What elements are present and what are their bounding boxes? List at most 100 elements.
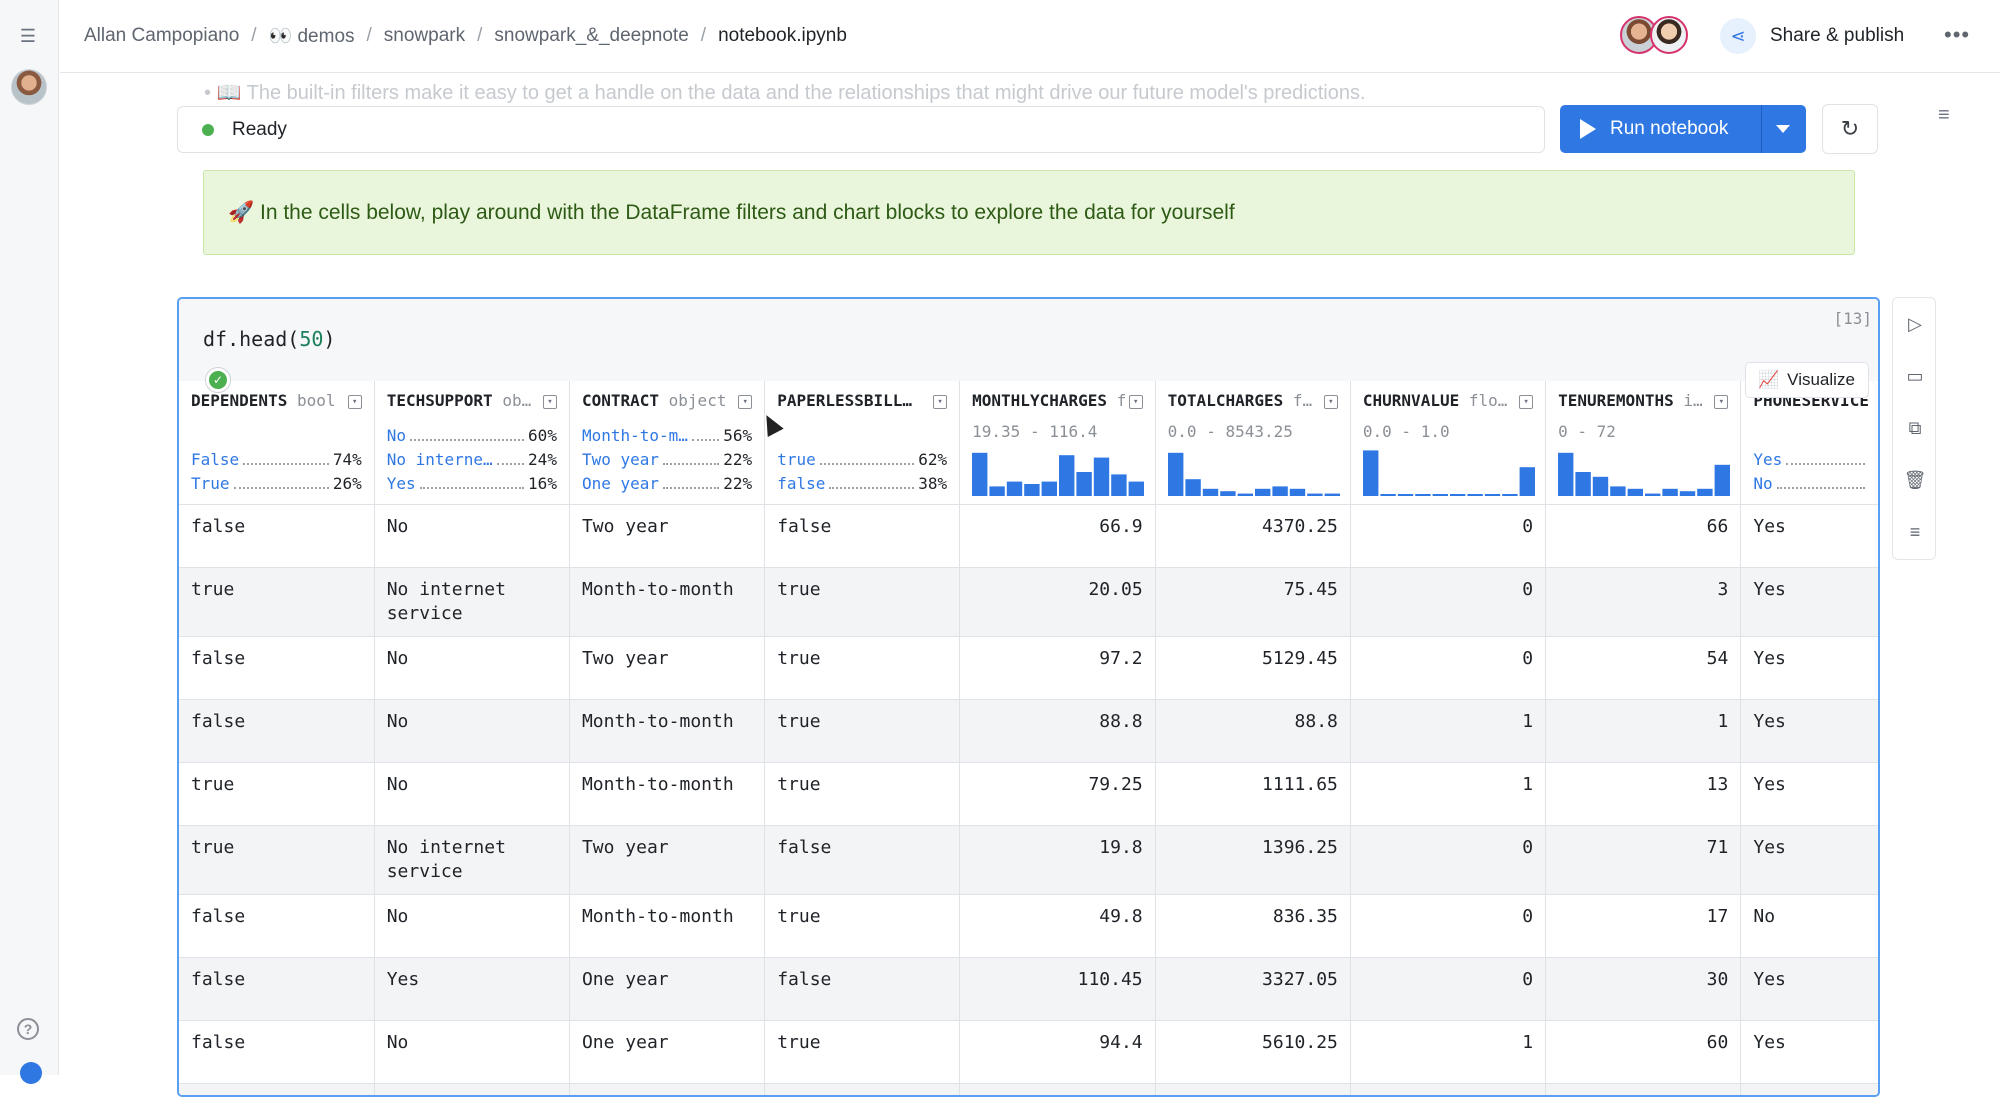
category-item[interactable]: False 74% [191,450,362,474]
table-cell[interactable]: false [179,636,375,700]
table-cell[interactable]: 66 [1545,504,1742,568]
table-cell[interactable]: 66.9 [959,504,1156,568]
table-row[interactable]: false No One year true 94.4 5610.25 1 60 Yes [179,1020,1878,1084]
table-cell[interactable] [569,1083,766,1095]
table-cell[interactable]: Month-to-month [569,762,766,826]
table-cell[interactable]: Yes [1740,762,1878,826]
table-cell[interactable]: 88.8 [959,699,1156,763]
share-publish-button[interactable]: ⋖ Share & publish [1720,16,1904,56]
histogram[interactable] [1362,446,1535,496]
table-cell[interactable]: Yes [1740,1020,1878,1084]
column-header[interactable]: TECHSUPPORT ob… ▾ No 60% No interne… 24% Yes 16… [374,381,570,505]
table-cell[interactable]: true [179,762,375,826]
table-cell[interactable]: 0 [1350,636,1547,700]
column-header[interactable]: CONTRACT object ▾ Month-to-m… 56% Two year 22… [569,381,766,505]
column-menu-icon[interactable]: ▾ [1714,395,1729,409]
category-item[interactable]: No interne… 24% [387,450,557,474]
column-menu-icon[interactable]: ▾ [1128,395,1143,409]
table-cell[interactable]: 836.35 [1155,894,1351,958]
category-item[interactable]: One year 22% [582,474,752,498]
table-cell[interactable]: 0 [1350,504,1547,568]
table-cell[interactable]: 20.05 [959,567,1156,637]
column-menu-icon[interactable]: ▾ [933,395,948,409]
histogram[interactable] [972,446,1145,496]
category-item[interactable]: Two year 22% [582,450,752,474]
menu-icon[interactable]: ≡ [1909,522,1921,542]
table-cell[interactable]: No internet service [374,567,570,637]
table-cell[interactable]: false [764,957,961,1021]
table-cell[interactable]: false [764,504,961,568]
table-cell[interactable]: No [374,636,570,700]
chat-icon[interactable] [20,1062,42,1084]
table-cell[interactable]: true [179,825,375,895]
category-item[interactable]: True 26% [191,474,362,498]
table-cell[interactable]: One year [569,1020,766,1084]
histogram[interactable] [1167,446,1340,496]
table-cell[interactable]: true [764,636,961,700]
table-cell[interactable]: true [764,1020,961,1084]
refresh-button[interactable]: ↻ [1822,104,1878,154]
table-cell[interactable]: Two year [569,504,766,568]
breadcrumb-item-snowpark[interactable]: snowpark [383,25,466,46]
table-cell[interactable] [764,1083,961,1095]
table-row[interactable]: false No Two year true 97.2 5129.45 0 54 Yes [179,636,1878,700]
table-row[interactable]: true No Month-to-month true 79.25 1111.65 1 13 Y… [179,762,1878,826]
table-cell[interactable] [1740,1083,1878,1095]
table-cell[interactable]: 79.25 [959,762,1156,826]
table-cell[interactable]: One year [569,957,766,1021]
table-cell[interactable] [1545,1083,1742,1095]
run-notebook-button[interactable]: Run notebook [1560,105,1806,153]
table-cell[interactable]: 3 [1545,567,1742,637]
column-header[interactable]: MONTHLYCHARGES f ▾ 19.35 - 116.4 [959,381,1156,505]
table-cell[interactable] [374,1083,570,1095]
table-cell[interactable]: 71 [1545,825,1742,895]
table-row[interactable]: false Yes One year false 110.45 3327.05 0 30 Yes [179,957,1878,1021]
breadcrumb-item-demos[interactable]: 👀 demos [268,26,355,47]
table-cell[interactable]: 19.8 [959,825,1156,895]
code-block-icon[interactable]: ⧉ [1908,418,1922,438]
table-cell[interactable]: 88.8 [1155,699,1351,763]
help-icon[interactable]: ? [17,1018,39,1040]
table-cell[interactable]: false [764,825,961,895]
table-cell[interactable]: Month-to-month [569,894,766,958]
callout-block[interactable]: 🚀 In the cells below, play around with t… [203,170,1855,255]
table-cell[interactable]: 0 [1350,894,1547,958]
table-cell[interactable]: 1111.65 [1155,762,1351,826]
table-cell[interactable]: Yes [1740,504,1878,568]
category-item[interactable]: Yes [1753,450,1869,474]
table-cell[interactable]: Yes [1740,567,1878,637]
column-menu-icon[interactable]: ▾ [738,395,753,409]
table-cell[interactable]: false [179,957,375,1021]
avatar[interactable] [11,69,47,105]
category-item[interactable]: true 62% [777,450,947,474]
category-item[interactable]: No 60% [387,426,557,450]
table-cell[interactable]: Two year [569,825,766,895]
breadcrumb-item-folder[interactable]: snowpark_&_deepnote [494,25,689,46]
column-menu-icon[interactable]: ▾ [1323,395,1338,409]
table-row[interactable]: false No Month-to-month true 88.8 88.8 1 1 Yes [179,699,1878,763]
avatar[interactable] [1650,16,1688,54]
table-cell[interactable]: false [179,894,375,958]
table-cell[interactable]: false [179,504,375,568]
table-cell[interactable]: No [374,504,570,568]
more-options-icon[interactable]: ••• [1944,22,1971,47]
table-cell[interactable]: Yes [1740,825,1878,895]
table-cell[interactable]: Yes [1740,636,1878,700]
table-row[interactable] [179,1083,1878,1095]
panel-toggle-icon[interactable]: ≡ [1938,104,1950,126]
table-cell[interactable]: 1 [1350,699,1547,763]
play-icon[interactable]: ▷ [1908,314,1922,334]
table-cell[interactable]: 94.4 [959,1020,1156,1084]
table-cell[interactable]: false [179,699,375,763]
column-header[interactable]: PAPERLESSBILL… ▾ true 62% false 38% [764,381,961,505]
visualize-button[interactable]: 📈 Visualize [1745,362,1869,398]
table-cell[interactable]: 110.45 [959,957,1156,1021]
table-cell[interactable]: Yes [1740,699,1878,763]
table-cell[interactable] [1155,1083,1351,1095]
table-cell[interactable]: No [374,762,570,826]
table-cell[interactable]: true [764,567,961,637]
table-cell[interactable]: No [1740,894,1878,958]
table-cell[interactable]: 4370.25 [1155,504,1351,568]
table-cell[interactable]: true [764,894,961,958]
table-cell[interactable] [959,1083,1156,1095]
